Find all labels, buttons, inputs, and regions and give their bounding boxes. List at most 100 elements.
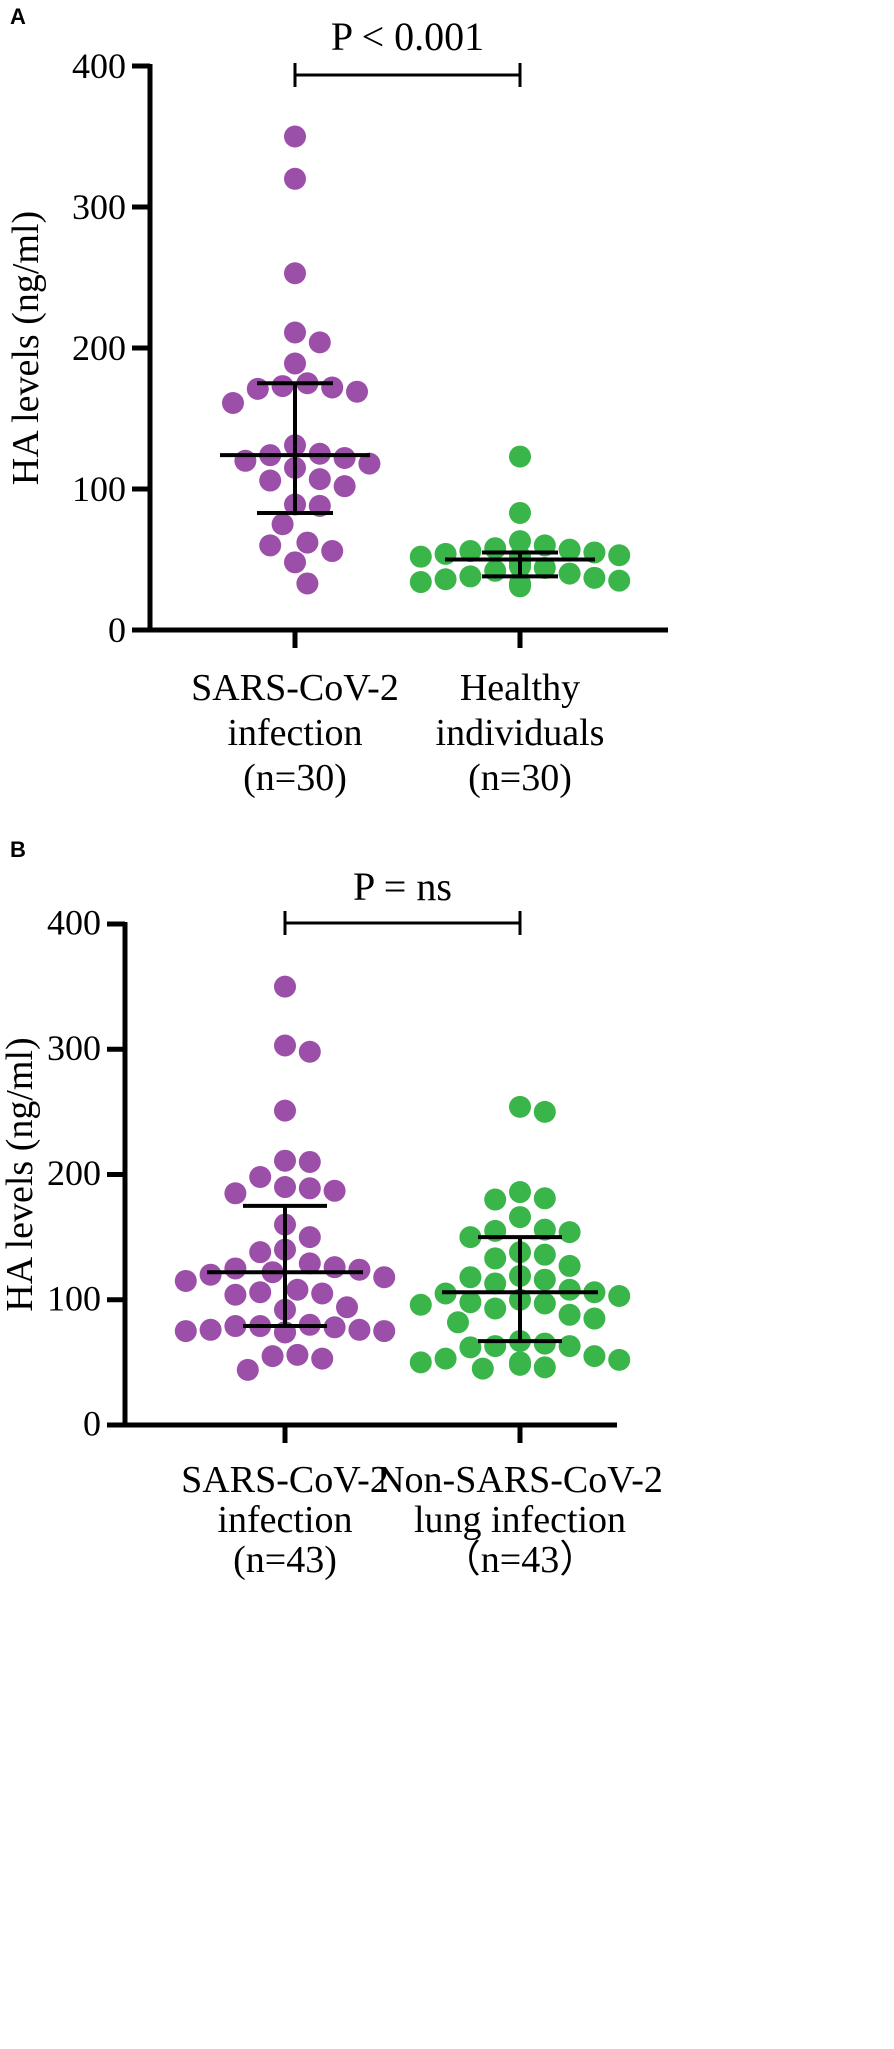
y-axis-title: HA levels (ng/ml)	[0, 1037, 41, 1311]
data-point	[533, 1356, 556, 1379]
data-point	[174, 1269, 197, 1292]
data-point	[348, 1258, 371, 1281]
data-point	[484, 559, 507, 582]
data-point	[308, 331, 331, 354]
data-point	[509, 1206, 531, 1229]
data-point	[434, 542, 457, 565]
data-point	[284, 352, 306, 375]
data-point	[533, 1292, 556, 1315]
data-point	[224, 1182, 247, 1205]
data-point	[323, 1256, 346, 1279]
data-point	[409, 1293, 432, 1316]
data-point	[533, 1218, 556, 1241]
data-point	[558, 562, 581, 585]
category-label-line: SARS-CoV-2	[181, 1459, 389, 1501]
data-point	[608, 569, 631, 592]
y-tick-label: 200	[72, 328, 126, 368]
y-tick-label: 100	[72, 469, 126, 509]
data-point	[249, 1241, 272, 1264]
data-point	[608, 1284, 631, 1307]
data-point	[558, 1278, 581, 1301]
data-point	[174, 1320, 197, 1343]
data-point	[533, 1187, 556, 1210]
data-point	[298, 1177, 321, 1200]
data-point	[346, 380, 369, 403]
data-point	[484, 1188, 507, 1211]
significance-label: P < 0.001	[331, 14, 484, 59]
y-tick-label: 0	[83, 1404, 101, 1444]
data-point	[224, 1283, 247, 1306]
data-point	[583, 1345, 606, 1368]
data-point	[246, 377, 269, 400]
data-point	[434, 568, 457, 591]
data-point	[409, 1351, 432, 1374]
data-point	[509, 445, 531, 468]
data-point	[336, 1296, 359, 1319]
data-point	[459, 540, 482, 563]
data-point	[509, 530, 531, 553]
data-point	[333, 446, 356, 469]
data-point	[298, 1150, 321, 1173]
data-point	[296, 572, 319, 595]
data-point	[284, 125, 306, 148]
data-point	[274, 1099, 296, 1122]
data-point	[373, 1320, 396, 1343]
y-tick-label: 200	[47, 1153, 101, 1193]
data-point	[509, 1095, 531, 1118]
data-point	[259, 534, 282, 557]
data-point	[484, 1272, 507, 1295]
data-point	[509, 575, 531, 598]
data-point	[533, 556, 556, 579]
data-point	[558, 1303, 581, 1326]
data-point	[321, 376, 344, 399]
data-point	[311, 1282, 334, 1305]
data-point	[434, 1347, 457, 1370]
data-point	[199, 1263, 222, 1286]
data-point	[459, 1291, 482, 1314]
data-point	[249, 1281, 272, 1304]
data-point	[236, 1358, 259, 1381]
data-point	[271, 375, 294, 398]
y-tick-label: 100	[47, 1278, 101, 1318]
data-point	[199, 1318, 222, 1341]
data-point	[224, 1315, 247, 1338]
data-point	[533, 1332, 556, 1355]
data-point	[286, 1278, 309, 1301]
data-point	[298, 1040, 321, 1063]
data-point	[284, 167, 306, 190]
category-label-line: SARS-CoV-2	[191, 667, 399, 709]
data-point	[459, 1266, 482, 1289]
data-point	[308, 468, 331, 491]
category-label-line: (n=30)	[243, 757, 347, 799]
data-point	[509, 1181, 531, 1204]
data-point	[558, 1335, 581, 1358]
data-point	[298, 1226, 321, 1249]
data-point	[558, 538, 581, 561]
data-point	[348, 1318, 371, 1341]
y-tick-label: 300	[72, 187, 126, 227]
data-point	[484, 1335, 507, 1358]
data-point	[323, 1179, 346, 1202]
data-point	[234, 449, 257, 472]
data-point	[509, 1353, 531, 1376]
data-point	[484, 537, 507, 560]
y-tick-label: 300	[47, 1028, 101, 1068]
data-point	[533, 1100, 556, 1123]
category-label-line: (n=43)	[233, 1539, 337, 1581]
data-point	[358, 452, 381, 475]
data-point	[446, 1311, 469, 1334]
data-point	[221, 391, 244, 414]
data-point	[409, 545, 432, 568]
data-point	[274, 1034, 296, 1057]
data-point	[274, 1176, 296, 1199]
category-label-line: infection	[227, 712, 362, 754]
data-point	[509, 501, 531, 524]
data-point	[296, 531, 319, 554]
data-point	[558, 1254, 581, 1277]
data-point	[274, 1149, 296, 1172]
data-point	[224, 1257, 247, 1280]
data-point	[608, 1348, 631, 1371]
y-tick-label: 400	[47, 903, 101, 943]
data-point	[583, 1307, 606, 1330]
data-point	[333, 475, 356, 498]
